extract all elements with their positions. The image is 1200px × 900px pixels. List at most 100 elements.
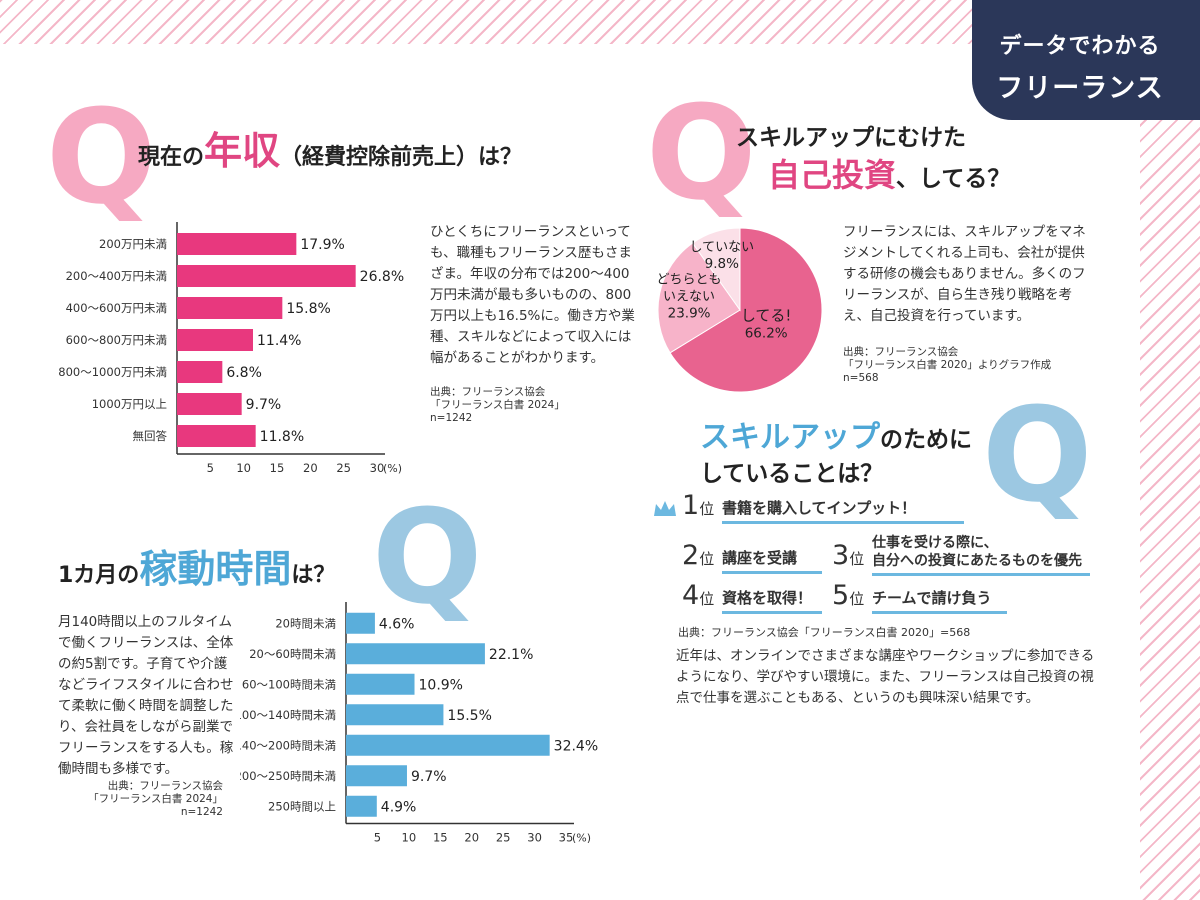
income-description: ひとくちにフリーランスといっても、職種もフリーランス歴もさまざま。年収の分布では…: [430, 224, 635, 366]
income-bar: [177, 425, 256, 447]
rank-3-text: 自分への投資にあたるものを優先: [872, 550, 1090, 576]
badge-line1: データでわかる: [999, 34, 1161, 59]
rank-5-pos: 位: [849, 590, 865, 608]
income-tick-label: 10: [236, 461, 251, 475]
hours-bar-chart: 20時間未満 4.6% 20〜60時間未満 22.1% 60〜100時間未満 10.9% 1…: [240, 602, 598, 845]
income-bar: [177, 393, 242, 415]
skill-title-em: スキルアップ: [700, 420, 880, 455]
badge-line2: フリーランス: [996, 73, 1164, 104]
hours-value-label: 22.1%: [489, 647, 533, 663]
rank-4-pos: 位: [699, 590, 715, 608]
hours-bar: [346, 673, 415, 695]
income-bar: [177, 233, 297, 255]
hours-category-label: 20〜60時間未満: [249, 647, 336, 661]
invest-title-line1: スキルアップにむけた: [736, 125, 966, 151]
hours-source-line2: 「フリーランス白書 2024」: [88, 793, 223, 805]
q-mark-hours: Q: [372, 481, 483, 633]
income-value-label: 26.8%: [360, 269, 404, 285]
hours-bar: [346, 734, 550, 756]
hours-category-label: 140〜200時間未満: [240, 738, 336, 752]
right-stripe-decoration: [1140, 0, 1200, 900]
income-title-pre: 現在の: [138, 145, 205, 170]
rank-5-num: 5: [832, 580, 850, 611]
hours-value-label: 4.6%: [379, 616, 415, 632]
income-category-label: 200万円未満: [99, 237, 167, 251]
invest-title-em: 自己投資: [768, 156, 897, 194]
hours-tick-label: 10: [402, 831, 417, 845]
hours-category-label: 20時間未満: [275, 616, 336, 630]
income-tick-label: 25: [336, 461, 351, 475]
skill-title-line1: スキルアップのために: [700, 412, 972, 456]
income-title-em: 年収: [204, 129, 281, 173]
hours-source: 出典：フリーランス協会 「フリーランス白書 2024」 n=1242: [78, 780, 223, 819]
income-source-line2: 「フリーランス白書 2024」: [430, 399, 565, 411]
income-source-line1: 出典：フリーランス協会: [430, 386, 546, 398]
header-badge: [972, 0, 1200, 120]
income-category-label: 無回答: [133, 429, 168, 443]
hours-category-label: 200〜250時間未満: [240, 769, 336, 783]
pie-slice: [657, 242, 741, 354]
income-category-label: 200〜400万円未満: [66, 269, 167, 283]
income-title: 現在の年収（経費控除前売上）は？: [138, 120, 522, 175]
hours-value-label: 15.5%: [447, 708, 491, 724]
hours-tick-label: 30: [527, 831, 542, 845]
invest-source-line1: 出典：フリーランス協会: [843, 346, 959, 358]
pie-slice-label: どちらとも: [657, 273, 722, 288]
pie-slice-label: していない: [689, 240, 754, 255]
income-tick-label: 15: [270, 461, 285, 475]
income-source-line3: n=1242: [430, 412, 473, 424]
income-tick-label: 30: [370, 461, 385, 475]
invest-source: 出典：フリーランス協会 「フリーランス白書 2020」よりグラフ作成 n=568: [843, 346, 1051, 385]
skill-title-line2: していることは？: [700, 461, 884, 487]
rank-2-num: 2: [682, 540, 700, 571]
invest-source-line2: 「フリーランス白書 2020」よりグラフ作成: [843, 359, 1052, 371]
skill-description: 近年は、オンラインでさまざまな講座やワークショップに参加できるようになり、学びや…: [676, 648, 1095, 706]
hours-description: 月140時間以上のフルタイムで働くフリーランスは、全体の約5割です。子育てや介護…: [58, 614, 234, 777]
hours-bar: [346, 612, 375, 634]
rank-5-text: チームで請け負う: [872, 587, 1007, 614]
rank-3-num: 3: [832, 540, 850, 571]
invest-source-line3: n=568: [843, 372, 879, 384]
income-unit-label: (%): [383, 462, 402, 475]
skill-title-post: のために: [880, 427, 972, 453]
rank-4-text: 資格を取得！: [722, 587, 822, 614]
hours-source-line1: 出典：フリーランス協会: [107, 780, 223, 792]
rank-5-number: 5位: [832, 580, 864, 611]
invest-title-post: 、してる？: [896, 166, 1011, 192]
pie-value-label: 23.9%: [668, 306, 711, 322]
income-bar: [177, 297, 283, 319]
header-badge-text: データでわかる フリーランス: [990, 28, 1170, 105]
hours-tick-label: 5: [374, 831, 381, 845]
hours-bar: [346, 765, 407, 787]
rank-4-number: 4位: [682, 580, 714, 611]
income-tick-label: 20: [303, 461, 318, 475]
pie-slice: [669, 227, 823, 393]
hours-category-label: 100〜140時間未満: [240, 708, 336, 722]
rank-4-num: 4: [682, 580, 700, 611]
hours-unit-label: (%): [572, 832, 591, 845]
income-source: 出典：フリーランス協会 「フリーランス白書 2024」 n=1242: [430, 386, 565, 425]
income-value-label: 9.7%: [246, 397, 282, 413]
hours-title-pre: 1カ月の: [58, 563, 140, 588]
income-value-label: 6.8%: [226, 365, 262, 381]
hours-bar: [346, 643, 485, 665]
invest-title-line2: 自己投資、してる？: [768, 150, 1010, 196]
invest-description: フリーランスには、スキルアップをマネジメントしてくれる上司も、会社が提供する研修…: [843, 224, 1086, 324]
income-category-label: 800〜1000万円未満: [58, 365, 167, 379]
rank-2-pos: 位: [699, 550, 715, 568]
hours-title-post: は？: [291, 563, 336, 588]
pie-value-label: 9.8%: [705, 256, 739, 272]
hours-source-line3: n=1242: [180, 806, 223, 818]
hours-bar: [346, 795, 377, 817]
income-value-label: 11.4%: [257, 333, 301, 349]
hours-title-em: 稼動時間: [139, 547, 292, 591]
q-mark-income: Q: [46, 81, 157, 233]
hours-value-label: 32.4%: [554, 738, 598, 754]
rank-1-num: 1: [682, 490, 700, 521]
hours-category-label: 60〜100時間未満: [242, 677, 336, 691]
pie-slice: [691, 227, 741, 312]
hours-value-label: 9.7%: [411, 769, 447, 785]
rank-3-number: 3位: [832, 540, 864, 571]
income-title-post: （経費控除前売上）は？: [280, 145, 523, 170]
